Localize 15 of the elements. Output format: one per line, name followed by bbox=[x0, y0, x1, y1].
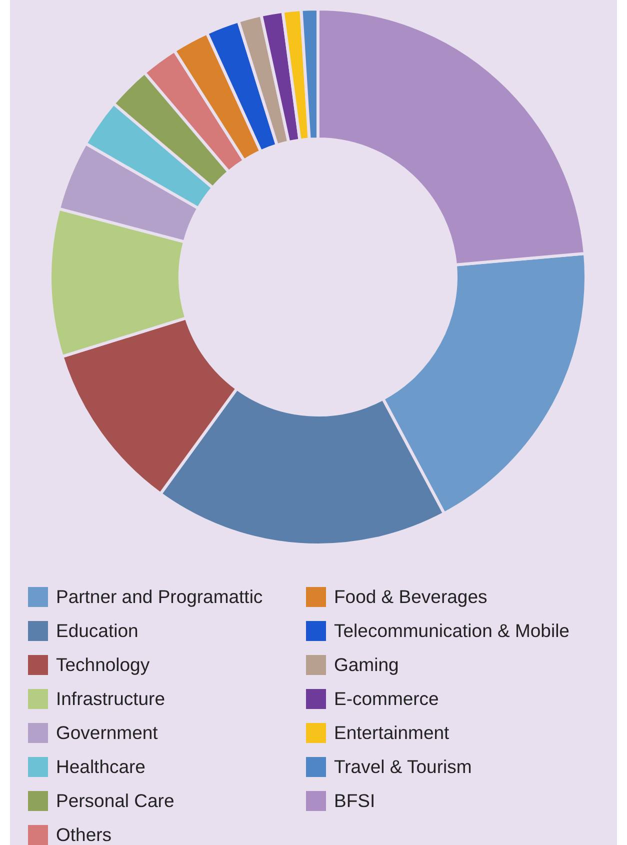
legend-label: Partner and Programattic bbox=[56, 586, 263, 607]
legend-label: Gaming bbox=[334, 654, 399, 675]
legend-label: Infrastructure bbox=[56, 688, 165, 709]
legend-label: BFSI bbox=[334, 790, 376, 811]
legend-label: Others bbox=[56, 824, 112, 845]
legend-label: Travel & Tourism bbox=[334, 756, 472, 777]
legend-label: Food & Beverages bbox=[334, 586, 488, 607]
legend-label: Education bbox=[56, 620, 138, 641]
legend-label: Government bbox=[56, 722, 158, 743]
legend-label: E-commerce bbox=[334, 688, 439, 709]
legend-label: Healthcare bbox=[56, 756, 146, 777]
legend-label: Telecommunication & Mobile bbox=[334, 620, 570, 641]
legend-label: Entertainment bbox=[334, 722, 450, 743]
legend-label: Technology bbox=[56, 654, 150, 675]
legend-label: Personal Care bbox=[56, 790, 174, 811]
